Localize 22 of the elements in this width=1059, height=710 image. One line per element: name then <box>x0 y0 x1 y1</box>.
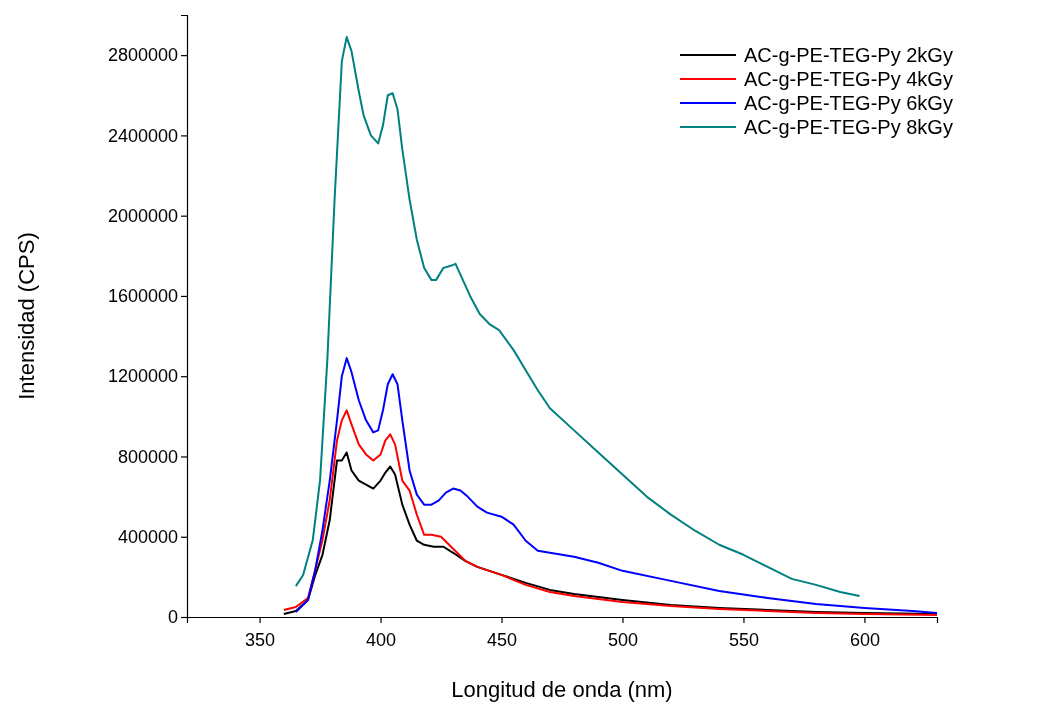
legend-label: AC-g-PE-TEG-Py 4kGy <box>744 68 953 90</box>
legend-label: AC-g-PE-TEG-Py 8kGy <box>744 116 953 138</box>
y-tick-label: 2000000 <box>107 205 178 226</box>
x-tick-label: 350 <box>245 629 276 650</box>
y-tick-label: 800000 <box>117 446 178 467</box>
x-tick-label: 400 <box>366 629 397 650</box>
x-tick-label: 450 <box>486 629 518 650</box>
y-tick-label: 400000 <box>117 526 178 547</box>
y-tick-label: 2400000 <box>107 125 178 146</box>
line-series <box>294 357 938 614</box>
y-tick-label: 2800000 <box>107 45 178 66</box>
y-axis-title: Intensidad (CPS) <box>14 232 39 400</box>
legend-label: AC-g-PE-TEG-Py 2kGy <box>744 44 953 66</box>
line-series <box>282 409 938 616</box>
x-tick-label: 500 <box>607 629 639 650</box>
y-tick-label: 1600000 <box>107 286 178 307</box>
x-axis-title: Longitud de onda (nm) <box>451 677 673 702</box>
y-tick-label: 0 <box>167 607 178 628</box>
x-tick-label: 550 <box>728 629 759 650</box>
y-tick-label: 1200000 <box>107 366 178 387</box>
legend-label: AC-g-PE-TEG-Py 6kGy <box>744 92 953 114</box>
x-tick-label: 600 <box>849 629 880 650</box>
